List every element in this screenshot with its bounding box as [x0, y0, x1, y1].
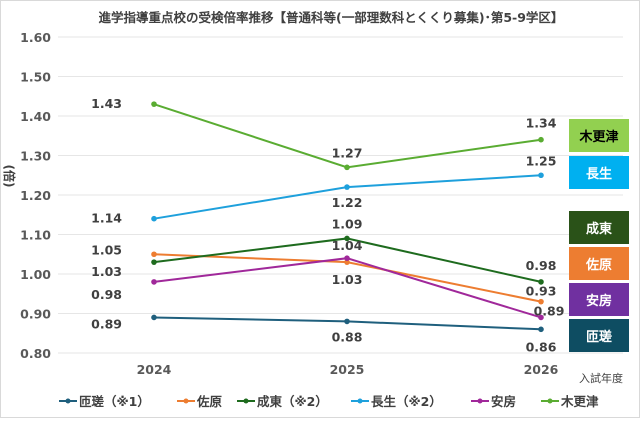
data-point [151, 314, 157, 321]
data-point [344, 259, 350, 265]
data-label: 1.43 [91, 96, 122, 111]
y-tick-label: 1.00 [20, 267, 51, 282]
y-tick-label: 1.40 [20, 109, 51, 124]
y-tick-label: 1.60 [20, 30, 51, 45]
data-label: 0.98 [526, 258, 557, 273]
data-label: 1.25 [526, 153, 557, 168]
series-name-box-label: 木更津 [578, 129, 618, 145]
data-point [151, 101, 157, 107]
x-axis-label: 入試年度 [579, 371, 623, 385]
data-point [344, 164, 350, 171]
legend-label: 匝瑳（※1） [79, 394, 150, 409]
data-label: 1.05 [91, 242, 122, 257]
x-tick-label: 2024 [137, 362, 172, 377]
data-label: 1.22 [332, 195, 363, 210]
legend-item[interactable]: 匝瑳（※1） [59, 394, 150, 409]
series-name-box: 佐原 [569, 247, 629, 280]
data-label: 1.03 [332, 272, 363, 287]
data-label: 0.86 [526, 339, 557, 354]
series-name-box: 匝瑳 [569, 319, 629, 352]
data-label: 0.89 [534, 303, 565, 318]
data-label: 1.34 [526, 116, 557, 131]
legend-item[interactable]: 佐原 [177, 394, 223, 409]
data-point [344, 255, 350, 261]
series-line [153, 257, 542, 319]
y-tick-label: 1.30 [20, 149, 51, 164]
series-name-box-label: 成東 [586, 221, 612, 237]
data-label: 0.88 [332, 329, 363, 344]
legend-item[interactable]: 安房 [471, 394, 516, 409]
y-axis-label: (倍) [2, 165, 17, 188]
data-label: 1.09 [332, 216, 363, 231]
legend-label: 木更津 [560, 394, 599, 409]
data-point [538, 298, 544, 305]
y-tick-label: 0.90 [20, 307, 51, 322]
y-tick-label: 0.80 [20, 346, 51, 361]
series-name-box: 成東 [569, 211, 629, 244]
legend-item[interactable]: 木更津 [541, 394, 599, 409]
series-name-box: 木更津 [569, 119, 629, 152]
series-name-box-label: 匝瑳 [586, 329, 612, 345]
data-label: 0.89 [91, 316, 122, 331]
legend-label: 成東（※2） [257, 394, 328, 409]
data-point [344, 184, 350, 190]
data-label: 0.93 [526, 284, 557, 299]
x-tick-label: 2026 [524, 362, 559, 377]
data-point [151, 251, 157, 258]
legend-item[interactable]: 長生（※2） [351, 394, 442, 409]
data-point [344, 235, 350, 242]
legend-item[interactable]: 成東（※2） [237, 394, 328, 409]
data-label: 1.03 [91, 264, 122, 279]
data-label: 1.04 [332, 238, 363, 253]
series-name-box-label: 安房 [586, 293, 612, 309]
data-point [151, 215, 157, 222]
legend-label: 長生（※2） [371, 394, 442, 409]
data-point [538, 326, 544, 333]
legend-label: 佐原 [196, 394, 223, 409]
data-point [151, 279, 157, 285]
data-point [151, 259, 157, 265]
data-point [538, 314, 544, 321]
y-tick-label: 1.20 [20, 188, 51, 203]
y-tick-label: 1.10 [20, 228, 51, 243]
series-name-box-label: 佐原 [585, 257, 612, 273]
data-point [538, 172, 544, 179]
series-name-box: 安房 [569, 283, 629, 316]
series-name-box-label: 長生 [586, 166, 612, 182]
data-point [538, 279, 544, 285]
data-point [538, 136, 544, 143]
data-label: 0.98 [91, 287, 122, 302]
y-tick-label: 1.50 [20, 70, 51, 85]
legend-label: 安房 [491, 394, 516, 409]
data-point [344, 318, 350, 325]
data-label: 1.27 [332, 145, 363, 160]
series-name-box: 長生 [569, 156, 629, 189]
x-tick-label: 2025 [330, 362, 365, 377]
chart-title: 進学指導重点校の受検倍率推移【普通科等(一部理数科とくくり募集)･第5-9学区】 [99, 10, 564, 25]
data-label: 1.14 [91, 211, 122, 226]
